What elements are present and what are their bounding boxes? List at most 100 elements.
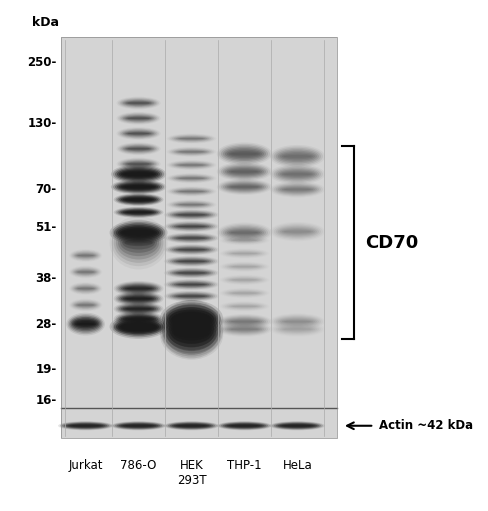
Text: kDa: kDa	[32, 16, 59, 29]
Ellipse shape	[124, 146, 152, 151]
Ellipse shape	[228, 327, 260, 331]
Ellipse shape	[174, 162, 209, 168]
Ellipse shape	[122, 229, 155, 236]
Ellipse shape	[169, 281, 213, 288]
Ellipse shape	[228, 305, 260, 308]
Ellipse shape	[162, 312, 221, 357]
Ellipse shape	[269, 164, 325, 184]
Ellipse shape	[121, 145, 156, 153]
Ellipse shape	[126, 298, 150, 299]
Ellipse shape	[164, 307, 218, 351]
Ellipse shape	[160, 309, 223, 360]
Ellipse shape	[76, 304, 95, 307]
Ellipse shape	[127, 148, 149, 150]
Ellipse shape	[124, 307, 152, 311]
Ellipse shape	[216, 222, 271, 243]
Ellipse shape	[223, 226, 265, 239]
Ellipse shape	[121, 295, 156, 303]
Ellipse shape	[230, 320, 258, 322]
Ellipse shape	[111, 222, 165, 243]
Ellipse shape	[174, 189, 209, 194]
Ellipse shape	[117, 423, 160, 429]
Ellipse shape	[111, 316, 165, 337]
Ellipse shape	[120, 159, 157, 169]
Ellipse shape	[116, 226, 161, 260]
Ellipse shape	[223, 182, 265, 192]
Ellipse shape	[177, 190, 205, 193]
Ellipse shape	[174, 149, 209, 154]
Ellipse shape	[176, 214, 206, 216]
Ellipse shape	[230, 239, 258, 242]
Ellipse shape	[113, 180, 164, 194]
Ellipse shape	[167, 222, 215, 230]
Ellipse shape	[118, 98, 159, 109]
Ellipse shape	[122, 210, 154, 215]
Ellipse shape	[76, 320, 95, 323]
Ellipse shape	[172, 149, 210, 155]
Ellipse shape	[165, 280, 217, 289]
Ellipse shape	[178, 238, 204, 239]
Ellipse shape	[273, 422, 320, 429]
Ellipse shape	[126, 318, 150, 320]
Ellipse shape	[164, 305, 218, 333]
Ellipse shape	[174, 294, 208, 298]
Ellipse shape	[114, 223, 163, 263]
Ellipse shape	[170, 174, 212, 182]
Ellipse shape	[165, 245, 217, 254]
Ellipse shape	[111, 179, 166, 195]
Ellipse shape	[169, 293, 213, 299]
Ellipse shape	[172, 175, 210, 181]
Ellipse shape	[281, 172, 312, 177]
Ellipse shape	[121, 171, 156, 178]
Ellipse shape	[226, 238, 262, 243]
Ellipse shape	[277, 227, 316, 237]
Ellipse shape	[177, 151, 205, 153]
Ellipse shape	[279, 152, 314, 160]
Ellipse shape	[226, 150, 262, 158]
Ellipse shape	[178, 214, 204, 216]
Ellipse shape	[275, 316, 318, 327]
Ellipse shape	[221, 422, 267, 429]
Ellipse shape	[275, 324, 318, 334]
Ellipse shape	[124, 161, 152, 167]
Ellipse shape	[179, 138, 203, 139]
Ellipse shape	[122, 236, 155, 249]
Ellipse shape	[126, 212, 150, 213]
Ellipse shape	[167, 211, 215, 219]
Ellipse shape	[166, 318, 216, 350]
Ellipse shape	[172, 270, 211, 276]
Ellipse shape	[122, 161, 154, 167]
Ellipse shape	[216, 314, 271, 329]
Ellipse shape	[165, 422, 217, 430]
Ellipse shape	[281, 425, 312, 427]
Ellipse shape	[76, 254, 95, 257]
Ellipse shape	[176, 283, 206, 286]
Ellipse shape	[174, 176, 209, 181]
Ellipse shape	[66, 313, 105, 336]
Ellipse shape	[172, 235, 211, 241]
Ellipse shape	[66, 424, 105, 428]
Ellipse shape	[114, 317, 163, 336]
Ellipse shape	[75, 303, 96, 308]
Ellipse shape	[111, 421, 166, 430]
Ellipse shape	[228, 278, 260, 282]
Ellipse shape	[176, 331, 206, 337]
Ellipse shape	[124, 198, 152, 201]
Text: 19-: 19-	[35, 363, 57, 376]
Ellipse shape	[177, 177, 205, 179]
Ellipse shape	[169, 315, 214, 344]
Ellipse shape	[176, 317, 206, 321]
Ellipse shape	[109, 220, 167, 245]
Ellipse shape	[120, 228, 157, 237]
Ellipse shape	[221, 323, 267, 335]
Ellipse shape	[166, 311, 216, 347]
Ellipse shape	[126, 327, 150, 329]
Ellipse shape	[124, 326, 152, 330]
Ellipse shape	[224, 264, 264, 270]
Ellipse shape	[175, 176, 207, 180]
Ellipse shape	[224, 424, 264, 428]
Ellipse shape	[269, 421, 325, 430]
Ellipse shape	[122, 130, 154, 137]
Ellipse shape	[277, 424, 316, 428]
Ellipse shape	[165, 291, 217, 301]
